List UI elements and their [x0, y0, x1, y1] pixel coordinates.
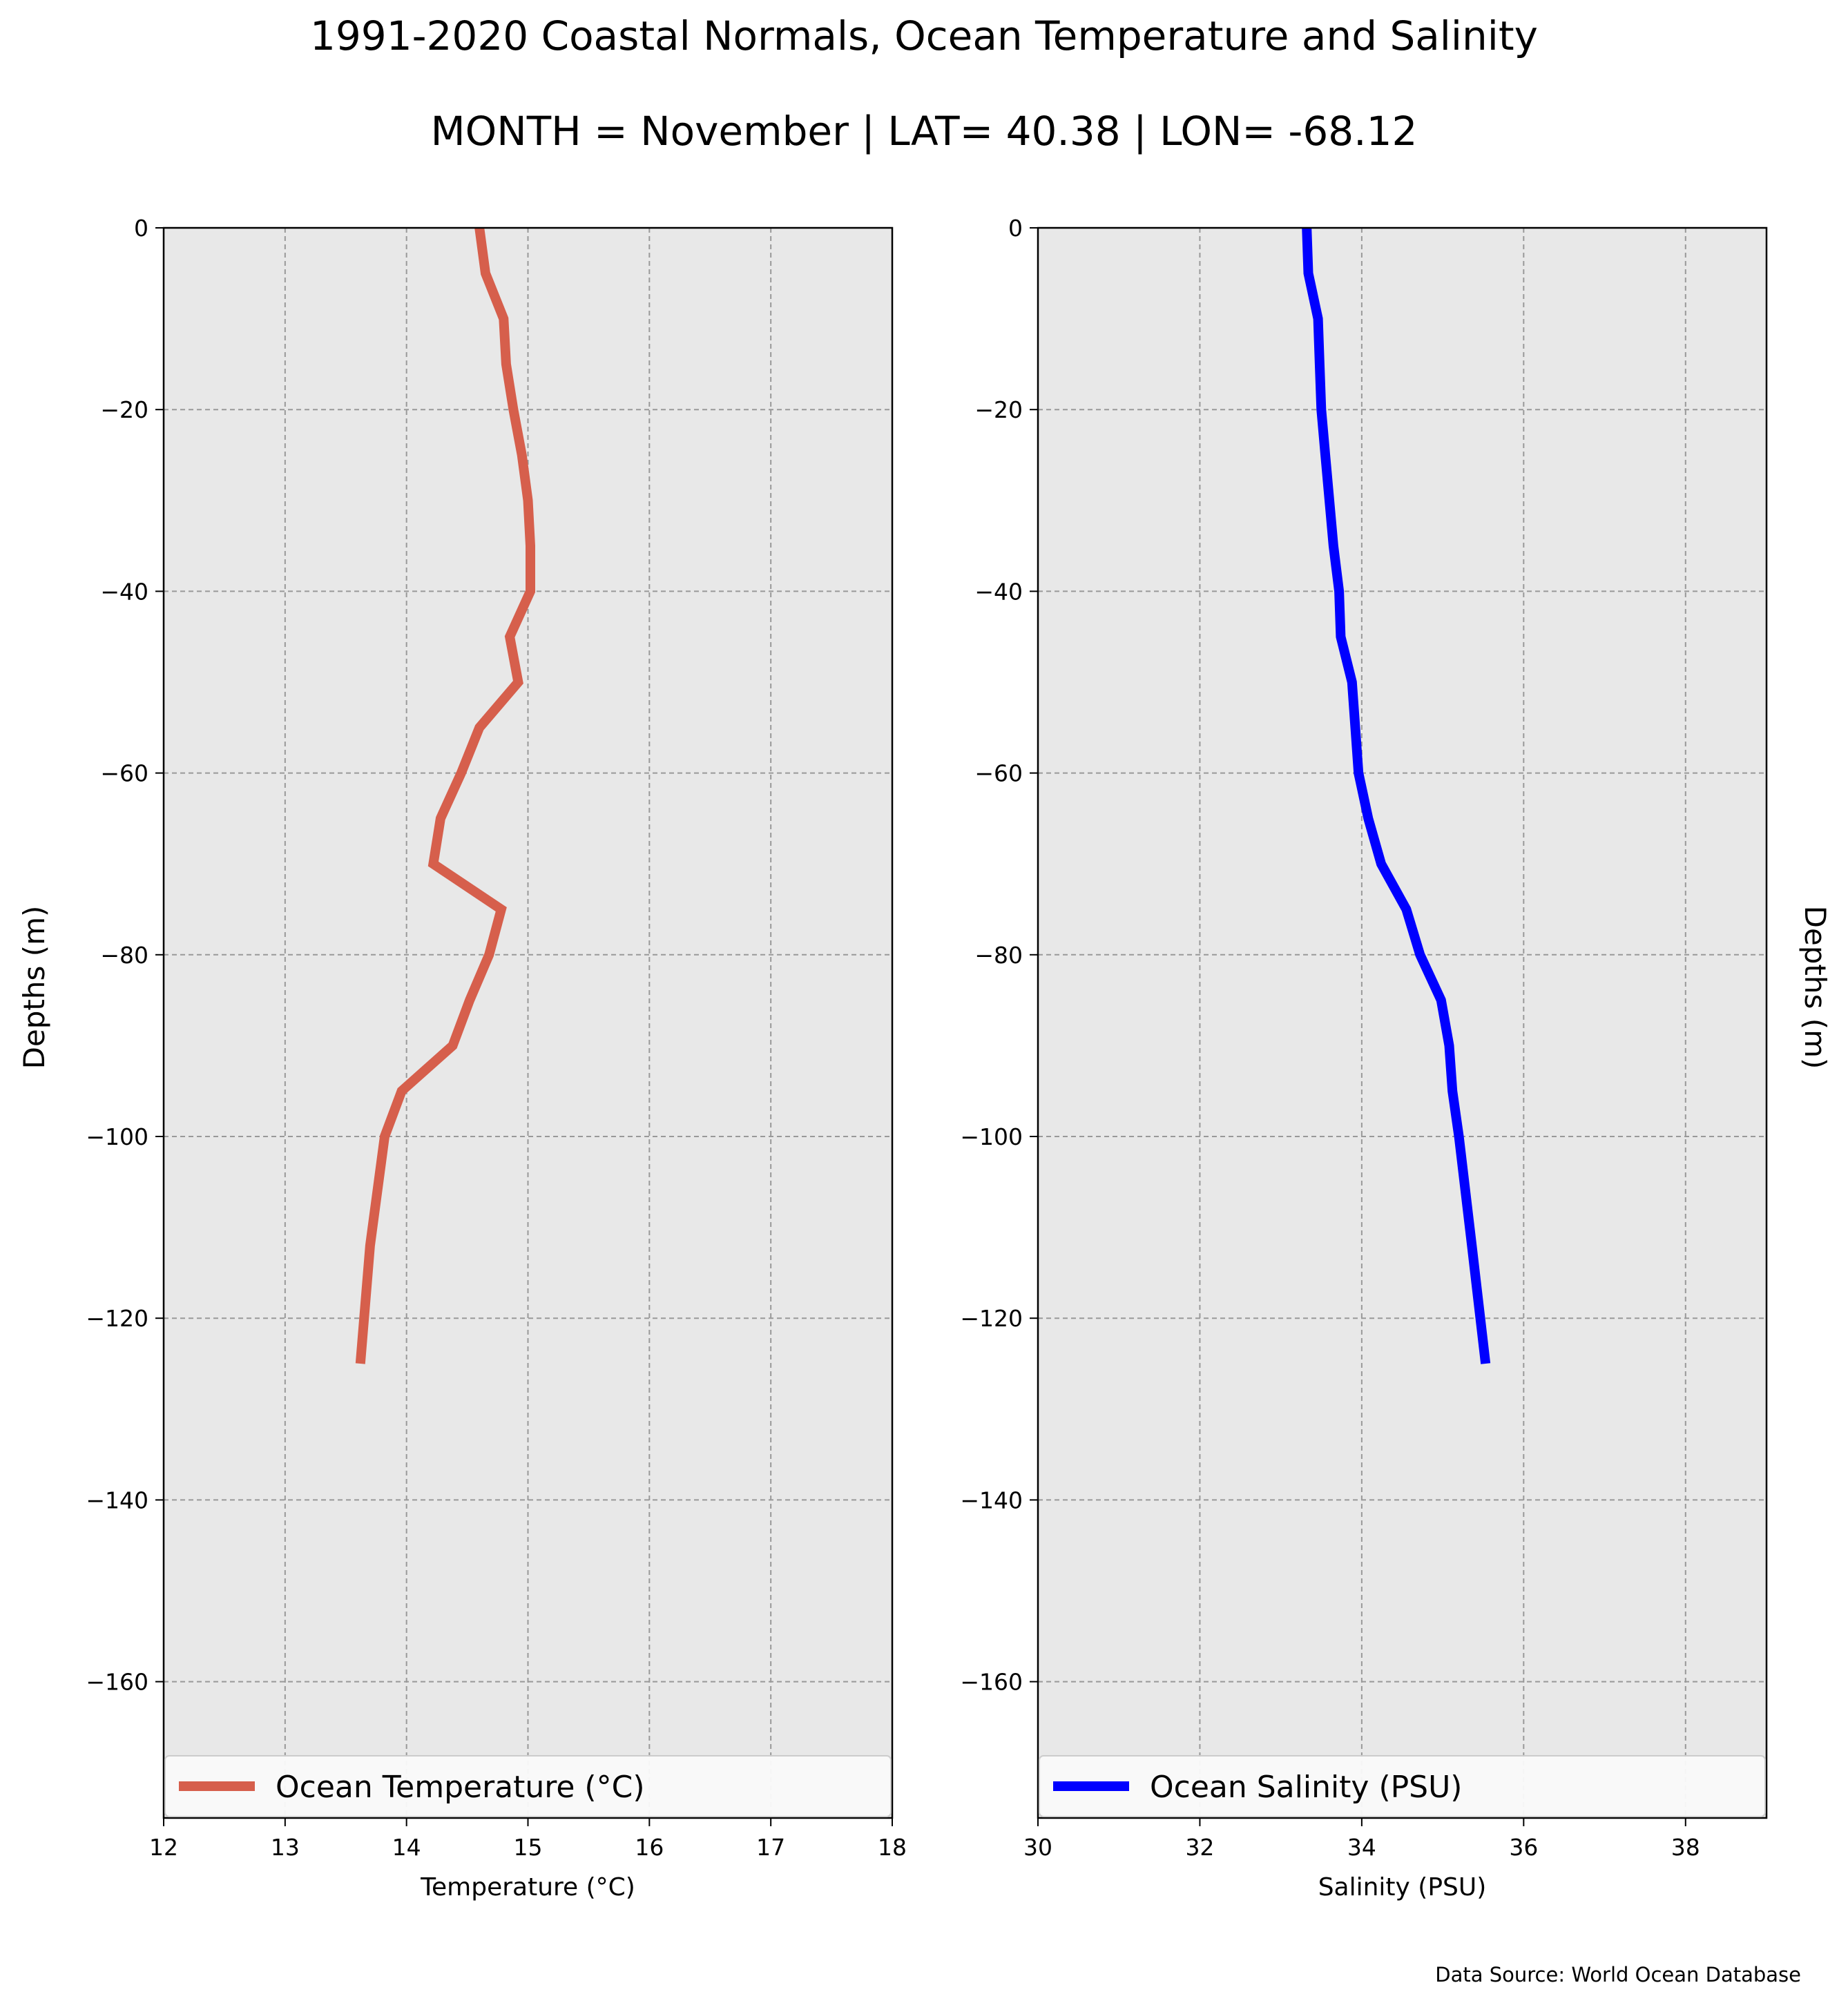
- salinity-x-tick-label: 36: [1509, 1834, 1538, 1861]
- y-axis-label-left: Depths (m): [17, 906, 51, 1070]
- y-axis-label-right: Depths (m): [1798, 906, 1832, 1070]
- temperature-y-tick-label: −20: [100, 396, 148, 423]
- temperature-chart: 12 13 14 15 16 17 18 0 −20 −40 −60 −80 −100 −120 −140 −…: [86, 215, 907, 1902]
- temperature-y-tick-label: −120: [86, 1305, 148, 1332]
- temperature-legend-label: Ocean Temperature (°C): [276, 1770, 645, 1805]
- salinity-y-tick-label: −40: [974, 578, 1023, 605]
- temperature-x-tick-label: 16: [635, 1834, 664, 1861]
- temperature-y-tick-label: −40: [100, 578, 148, 605]
- figure-title: 1991-2020 Coastal Normals, Ocean Tempera…: [310, 12, 1538, 59]
- salinity-y-tick-label: −80: [974, 942, 1023, 969]
- salinity-y-tick-label: −100: [960, 1123, 1023, 1150]
- salinity-y-tick-label: −60: [974, 760, 1023, 787]
- salinity-chart: 30 32 34 36 38 0 −20 −40 −60 −80 −100 −120 −140 −160 O…: [960, 215, 1768, 1902]
- salinity-legend-box: [1039, 1755, 1766, 1817]
- salinity-x-tick-label: 38: [1671, 1834, 1700, 1861]
- temperature-y-tick-label: −160: [86, 1669, 148, 1696]
- temperature-x-tick-label: 13: [271, 1834, 300, 1861]
- temperature-y-tick-label: −100: [86, 1123, 148, 1150]
- figure-subtitle: MONTH = November | LAT= 40.38 | LON= -68…: [431, 108, 1418, 155]
- temperature-x-tick-label: 18: [878, 1834, 907, 1861]
- temperature-x-tick-label: 17: [756, 1834, 785, 1861]
- salinity-x-axis-label: Salinity (PSU): [1318, 1873, 1487, 1902]
- temperature-legend-box: [164, 1755, 892, 1817]
- salinity-x-tick-label: 34: [1347, 1834, 1376, 1861]
- temperature-y-tick-label: −140: [86, 1487, 148, 1513]
- salinity-y-tick-label: −140: [960, 1487, 1023, 1513]
- salinity-y-tick-label: −160: [960, 1669, 1023, 1696]
- temperature-x-axis-label: Temperature (°C): [420, 1873, 635, 1902]
- salinity-series-line: [1302, 227, 1491, 1364]
- salinity-x-tick-label: 32: [1185, 1834, 1214, 1861]
- salinity-plot-area: [1038, 228, 1767, 1818]
- salinity-axes-frame: [1037, 226, 1768, 1819]
- temperature-y-tick-label: −60: [100, 760, 148, 787]
- temperature-x-tick-label: 14: [392, 1834, 421, 1861]
- temperature-legend: Ocean Temperature (°C): [164, 1755, 892, 1817]
- temperature-x-tick-label: 12: [149, 1834, 178, 1861]
- salinity-legend-label: Ocean Salinity (PSU): [1150, 1770, 1462, 1805]
- salinity-y-tick-label: 0: [1008, 215, 1023, 242]
- salinity-legend: Ocean Salinity (PSU): [1039, 1755, 1766, 1817]
- temperature-y-tick-label: 0: [134, 215, 148, 242]
- temperature-x-tick-label: 15: [514, 1834, 543, 1861]
- temperature-series-line: [355, 227, 535, 1364]
- salinity-y-tick-label: −120: [960, 1305, 1023, 1332]
- temperature-y-tick-label: −80: [100, 942, 148, 969]
- salinity-x-tick-label: 30: [1023, 1834, 1052, 1861]
- salinity-y-tick-label: −20: [974, 396, 1023, 423]
- temperature-axes-frame: [162, 226, 894, 1819]
- data-source-note: Data Source: World Ocean Database: [1435, 1963, 1801, 1986]
